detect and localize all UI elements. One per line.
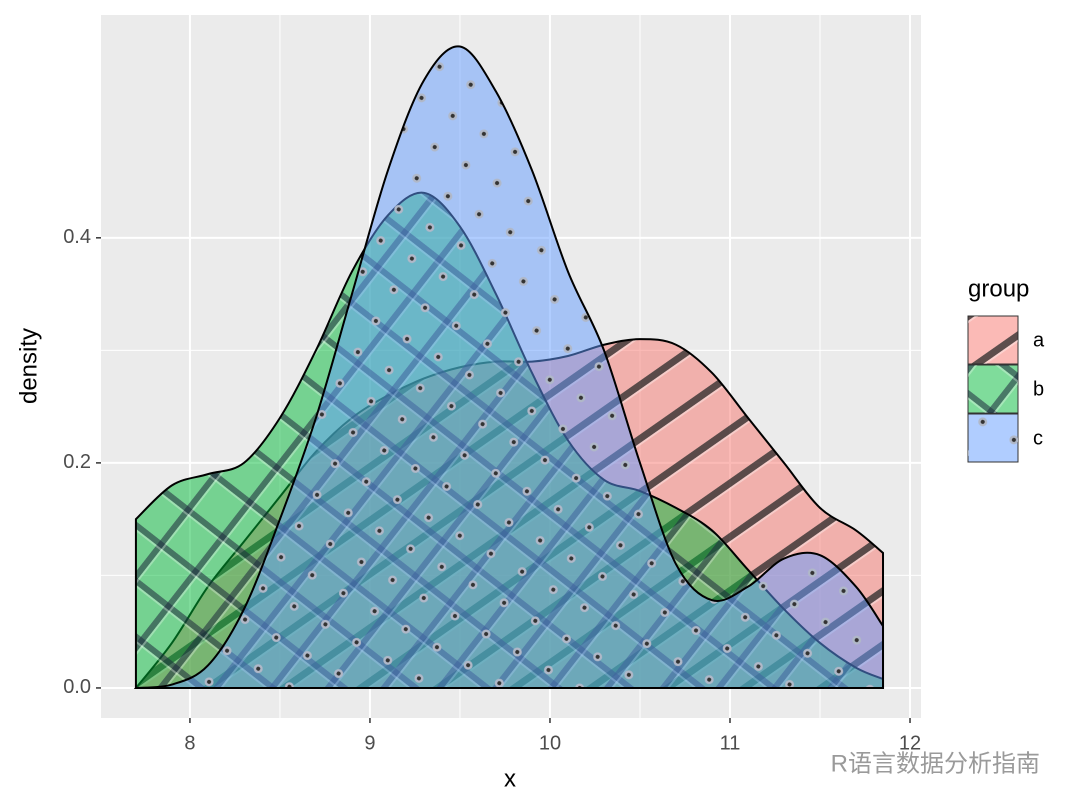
y-tick-label: 0.0: [63, 676, 91, 698]
legend-label: a: [1033, 329, 1045, 351]
area-pattern: [135, 45, 885, 689]
legend-label: c: [1033, 427, 1043, 449]
y-axis-label: density: [15, 328, 42, 404]
legend-title: group: [968, 275, 1029, 302]
x-axis-label: x: [504, 765, 516, 792]
legend-key-pattern: [968, 316, 1018, 364]
watermark: R语言数据分析指南: [831, 750, 1040, 777]
x-tick-label: 11: [720, 732, 741, 754]
legend-key-pattern: [968, 365, 1018, 413]
x-tick-label: 9: [364, 732, 375, 754]
y-tick-label: 0.4: [63, 226, 91, 248]
y-tick-label: 0.2: [63, 451, 91, 473]
x-tick-label: 8: [184, 732, 195, 754]
x-tick-label: 12: [899, 732, 921, 754]
legend-label: b: [1033, 378, 1044, 400]
x-tick-label: 10: [539, 732, 561, 754]
legend-key-pattern: [968, 414, 1018, 462]
